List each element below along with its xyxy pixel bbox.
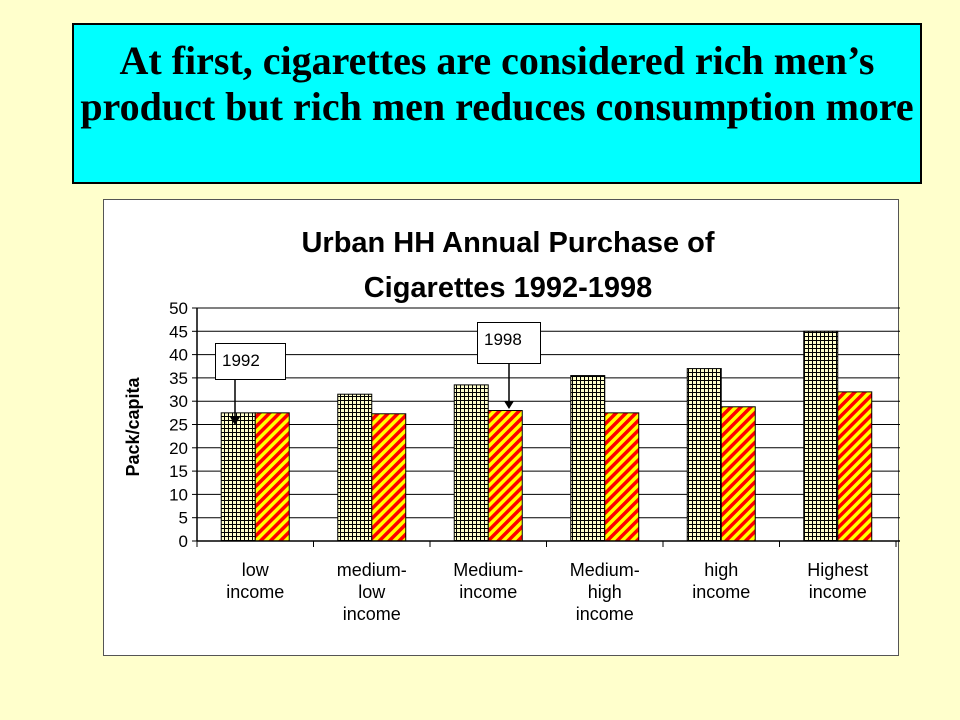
chart-title-line1: Urban HH Annual Purchase of	[301, 227, 714, 259]
y-tick-label-35: 35	[169, 369, 188, 388]
bar-chart: Urban HH Annual Purchase of Cigarettes 1…	[123, 227, 900, 551]
y-tick-label-30: 30	[169, 392, 188, 411]
chart-area: Urban HH Annual Purchase of Cigarettes 1…	[103, 199, 900, 656]
x-category-label-4: high income	[692, 560, 751, 602]
x-category-label-1: medium- low income	[336, 560, 407, 624]
callout-arrowhead-1992	[230, 417, 240, 425]
bar-1998-5	[837, 391, 873, 542]
bar-1992-1	[337, 393, 373, 542]
bar-1998-0	[254, 412, 290, 542]
chart-title-line2: Cigarettes 1992-1998	[364, 272, 653, 304]
y-tick-label-40: 40	[169, 346, 188, 365]
callout-arrowhead-1998	[504, 401, 514, 409]
x-category-label-5: Highest income	[807, 560, 869, 602]
bar-1998-4	[720, 406, 756, 542]
bar-1992-2	[453, 384, 489, 542]
y-tick-label-15: 15	[169, 462, 188, 481]
callout-1998: 1998	[477, 322, 541, 364]
bar-1998-3	[604, 412, 640, 542]
slide-headline: At first, cigarettes are considered rich…	[72, 23, 922, 184]
callout-1992: 1992	[215, 343, 286, 380]
y-tick-label-10: 10	[169, 485, 188, 504]
x-category-label-2: Medium- income	[453, 560, 524, 602]
y-tick-label-0: 0	[179, 532, 188, 551]
y-tick-label-45: 45	[169, 322, 188, 341]
bar-1998-1	[371, 413, 407, 542]
bar-1992-5	[803, 330, 839, 542]
bar-1992-4	[686, 368, 722, 542]
bar-1998-2	[487, 410, 523, 542]
y-tick-label-25: 25	[169, 416, 188, 435]
x-category-label-0: low income	[226, 560, 285, 602]
x-category-label-3: Medium- high income	[569, 560, 640, 624]
y-tick-label-5: 5	[179, 509, 188, 528]
bar-1992-3	[570, 375, 606, 542]
y-tick-label-20: 20	[169, 439, 188, 458]
y-tick-label-50: 50	[169, 299, 188, 318]
bar-1992-0	[220, 412, 256, 542]
y-axis-title: Pack/capita	[123, 376, 143, 476]
